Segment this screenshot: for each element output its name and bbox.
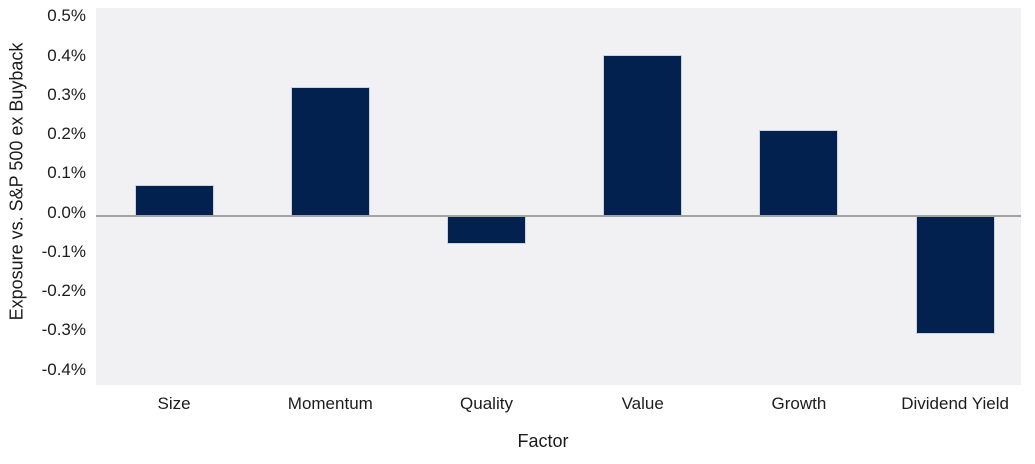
x-tick-label-quality: Quality	[460, 394, 513, 413]
y-tick-label: 0.3%	[47, 84, 86, 104]
y-tick-label: 0.0%	[47, 202, 86, 222]
zero-axis-line	[96, 215, 1021, 218]
x-tick-label-momentum: Momentum	[287, 394, 373, 413]
y-tick-label: 0.1%	[47, 163, 86, 183]
x-tick-label-value: Value	[621, 394, 664, 413]
x-tick-label-dividend-yield: Dividend Yield	[901, 394, 1009, 413]
x-tick-label-size: Size	[157, 394, 191, 413]
bar-momentum	[290, 86, 370, 217]
y-tick-label: -0.3%	[41, 320, 86, 340]
bar-quality	[447, 216, 526, 244]
bar-dividend-yield	[915, 216, 995, 334]
plot-area	[96, 8, 1021, 385]
bar-growth	[759, 129, 839, 217]
y-tick-label: 0.5%	[47, 6, 86, 26]
bar-size	[134, 184, 214, 217]
x-axis-title: Factor	[517, 431, 569, 451]
y-tick-label: -0.4%	[41, 359, 86, 379]
y-tick-label: -0.2%	[41, 281, 86, 301]
y-tick-label: -0.1%	[41, 241, 86, 261]
bar-value	[603, 55, 683, 217]
x-tick-label-growth: Growth	[771, 394, 827, 413]
y-tick-label: 0.2%	[47, 124, 86, 144]
y-tick-label: 0.4%	[47, 45, 86, 65]
